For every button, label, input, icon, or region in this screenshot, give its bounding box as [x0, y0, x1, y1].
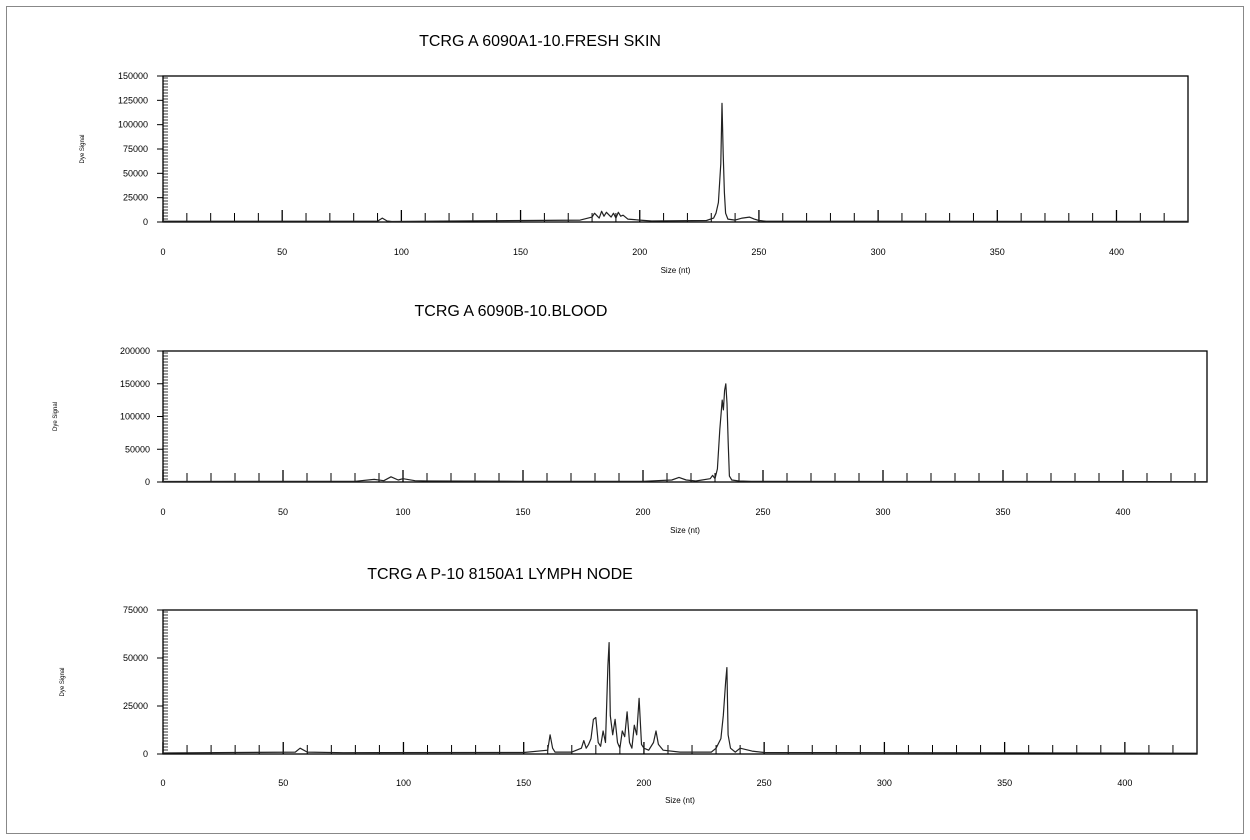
x-tick-label: 150: [516, 778, 531, 788]
x-tick-label: 250: [757, 778, 772, 788]
series-line: [162, 383, 1208, 483]
chart-1: TCRG A 6090A1-10.FRESH SKIN 0 25000 50000 75…: [80, 33, 1189, 275]
plot-area: [162, 75, 1189, 223]
x-tick-label: 150: [515, 507, 530, 517]
x-tick-label: 50: [277, 247, 287, 257]
y-tick-label: 0: [145, 477, 150, 487]
x-tick-label: 200: [635, 507, 650, 517]
x-tick-label: 350: [997, 778, 1012, 788]
x-tick-label: 0: [160, 507, 165, 517]
x-tick-label: 350: [995, 507, 1010, 517]
x-axis-label: Size (nt): [670, 526, 700, 535]
y-minor-ticks: [163, 611, 168, 754]
x-tick-label: 50: [278, 507, 288, 517]
y-tick-label: 150000: [120, 379, 150, 389]
series-line: [163, 102, 1189, 223]
x-tick-label: 200: [632, 247, 647, 257]
y-tick-label: 150000: [118, 71, 148, 81]
chart-2: TCRG A 6090B-10.BLOOD 0 50000 100000 150000 2…: [53, 303, 1208, 535]
x-tick-label: 150: [513, 247, 528, 257]
x-tick-label: 0: [160, 778, 165, 788]
x-tick-label: 200: [636, 778, 651, 788]
x-tick-label: 300: [877, 778, 892, 788]
y-minor-ticks: [163, 77, 168, 220]
y-tick-label: 50000: [123, 653, 148, 663]
plot-area: [162, 350, 1208, 483]
y-tick-label: 200000: [120, 346, 150, 356]
y-tick-label: 0: [143, 749, 148, 759]
x-axis-label: Size (nt): [661, 266, 691, 275]
x-tick-label: 400: [1109, 247, 1124, 257]
y-tick-label: 50000: [125, 444, 150, 454]
x-tick-label: 300: [871, 247, 886, 257]
x-tick-label: 350: [990, 247, 1005, 257]
series-line: [162, 641, 1198, 754]
chart-title: TCRG A P-10 8150A1 LYMPH NODE: [367, 566, 633, 583]
x-tick-label: 400: [1115, 507, 1130, 517]
plot-area: [162, 609, 1198, 755]
x-tick-label: 100: [395, 507, 410, 517]
x-tick-label: 0: [160, 247, 165, 257]
chart-title: TCRG A 6090B-10.BLOOD: [415, 303, 608, 320]
x-tick-label: 100: [394, 247, 409, 257]
x-ticks: [162, 470, 1196, 482]
x-tick-label: 250: [751, 247, 766, 257]
y-tick-label: 0: [143, 217, 148, 227]
y-axis-label: Dye Signal: [80, 134, 86, 163]
x-axis-label: Size (nt): [665, 796, 695, 805]
x-tick-label: 400: [1117, 778, 1132, 788]
x-tick-label: 300: [875, 507, 890, 517]
y-axis-label: Dye Signal: [60, 667, 66, 696]
chart-title: TCRG A 6090A1-10.FRESH SKIN: [419, 33, 661, 50]
x-tick-label: 50: [278, 778, 288, 788]
y-tick-label: 125000: [118, 95, 148, 105]
y-axis-label: Dye Signal: [53, 402, 59, 431]
x-tick-label: 100: [396, 778, 411, 788]
x-ticks: [162, 742, 1198, 754]
chart-3: TCRG A P-10 8150A1 LYMPH NODE 0 25000 50000…: [60, 566, 1198, 805]
y-tick-label: 75000: [123, 144, 148, 154]
y-tick-label: 50000: [123, 168, 148, 178]
y-tick-label: 25000: [123, 193, 148, 203]
figure-frame: [6, 6, 1244, 834]
x-tick-label: 250: [755, 507, 770, 517]
y-minor-ticks: [163, 352, 168, 480]
y-tick-label: 75000: [123, 605, 148, 615]
y-tick-label: 100000: [120, 412, 150, 422]
y-tick-label: 100000: [118, 120, 148, 130]
y-tick-label: 25000: [123, 701, 148, 711]
